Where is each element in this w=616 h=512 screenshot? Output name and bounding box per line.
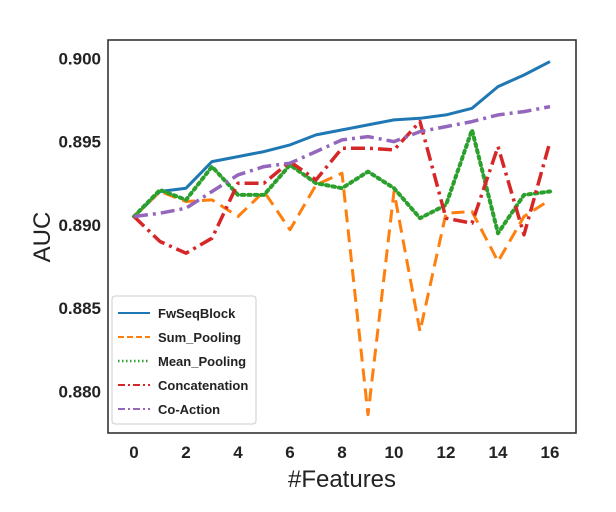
series-line-co-action bbox=[133, 104, 551, 219]
x-tick-label: 2 bbox=[181, 443, 190, 462]
legend-entry: Co-Action bbox=[158, 402, 220, 417]
x-tick-label: 10 bbox=[385, 443, 404, 462]
y-tick-label: 0.885 bbox=[58, 299, 101, 318]
series-line-concatenation bbox=[132, 119, 552, 255]
x-tick-label: 0 bbox=[129, 443, 138, 462]
legend: FwSeqBlock Sum_Pooling Mean_Pooling Concate… bbox=[111, 295, 257, 425]
x-tick-label: 16 bbox=[541, 443, 560, 462]
x-tick-label: 14 bbox=[489, 443, 508, 462]
x-tick-label: 6 bbox=[285, 443, 294, 462]
legend-entry: Concatenation bbox=[158, 378, 248, 393]
legend-entry: FwSeqBlock bbox=[158, 306, 236, 321]
x-tick-label: 8 bbox=[337, 443, 346, 462]
x-axis-label: #Features bbox=[288, 466, 396, 493]
y-tick-label: 0.880 bbox=[58, 382, 101, 401]
x-tick-labels: 0 2 4 6 8 10 12 14 16 bbox=[129, 443, 559, 462]
y-axis-label: AUC bbox=[29, 212, 56, 263]
series-layer bbox=[132, 60, 552, 417]
series-line-mean-pooling bbox=[132, 127, 552, 236]
legend-entry: Sum_Pooling bbox=[158, 330, 241, 345]
series-line-fwseqblock bbox=[132, 60, 551, 218]
y-tick-labels: 0.880 0.885 0.890 0.895 0.900 bbox=[58, 49, 101, 401]
series-line-sum-pooling bbox=[132, 171, 551, 417]
x-tick-label: 12 bbox=[437, 443, 456, 462]
y-tick-label: 0.900 bbox=[58, 49, 101, 68]
legend-entry: Mean_Pooling bbox=[158, 354, 246, 369]
y-tick-label: 0.890 bbox=[58, 216, 101, 235]
y-tick-label: 0.895 bbox=[58, 133, 101, 152]
x-tick-label: 4 bbox=[233, 443, 243, 462]
legend-box bbox=[111, 295, 257, 425]
